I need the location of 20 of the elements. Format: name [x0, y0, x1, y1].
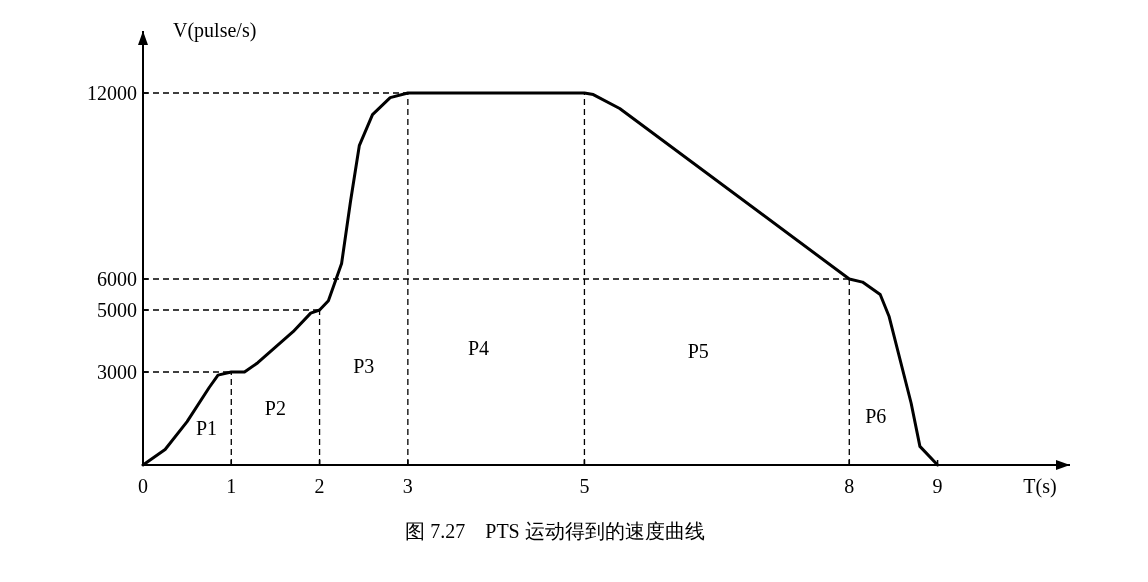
- annotation: P2: [264, 397, 286, 419]
- x-tick-label: 9: [932, 475, 943, 497]
- y-tick-label: 5000: [97, 299, 137, 321]
- annotation: P4: [467, 337, 490, 359]
- x-tick-label: 5: [579, 475, 590, 497]
- y-tick-label: 12000: [87, 82, 137, 104]
- annotation: P6: [865, 405, 887, 427]
- y-tick-label: 6000: [97, 268, 137, 290]
- y-axis-title: V(pulse/s): [173, 19, 257, 42]
- y-tick-label: 3000: [97, 361, 137, 383]
- x-tick-label: 2: [314, 475, 325, 497]
- annotation: P1: [196, 417, 218, 439]
- x-tick-label: 3: [402, 475, 413, 497]
- x-tick-label: 0: [138, 475, 148, 497]
- x-tick-label: 8: [844, 475, 855, 497]
- x-axis-title: T(s): [1023, 475, 1057, 498]
- text: 图 7.27 PTS 运动得到的速度曲线: [405, 520, 705, 542]
- annotation: P3: [353, 355, 375, 377]
- annotation: P5: [687, 340, 709, 362]
- x-tick-label: 1: [226, 475, 237, 497]
